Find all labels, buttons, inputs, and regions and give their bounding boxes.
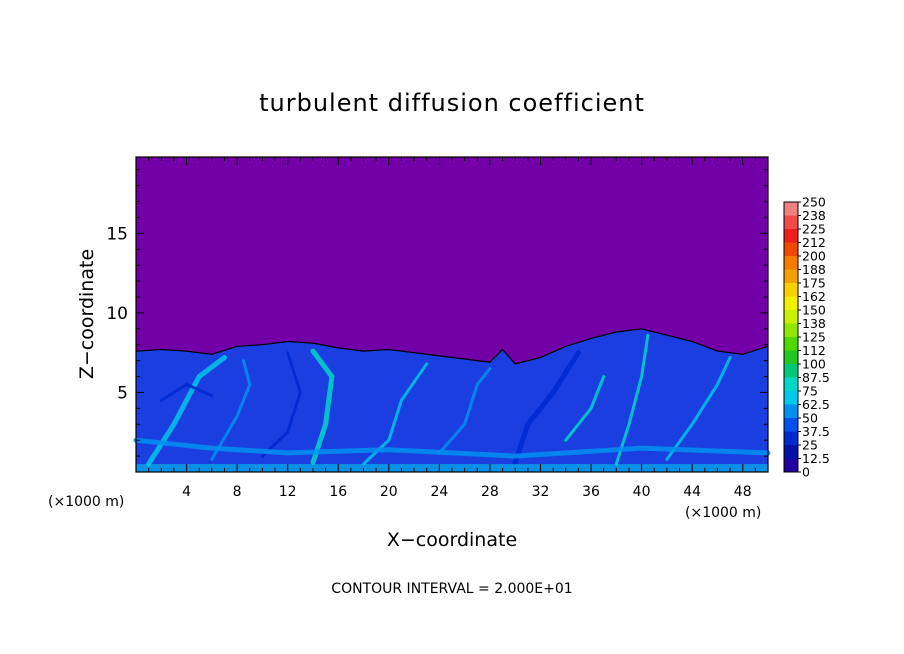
field-streak: [665, 356, 732, 461]
plot-area: [133, 156, 771, 473]
contour-interval-note: CONTOUR INTERVAL = 2.000E+01: [331, 581, 572, 597]
colorbar-label: 200: [802, 249, 826, 264]
x-tick-label: 28: [481, 484, 499, 500]
x-tick-label: 8: [233, 484, 242, 500]
colorbar-label: 12.5: [802, 451, 830, 466]
y-tick-label: 5: [117, 383, 128, 403]
colorbar-swatch: [784, 283, 798, 297]
x-tick-label: 4: [182, 484, 191, 500]
colorbar-label: 250: [802, 195, 826, 210]
colorbar-swatch: [784, 458, 798, 473]
colorbar-swatch: [784, 418, 798, 432]
colorbar-label: 0: [802, 465, 810, 480]
colorbar-label: 150: [802, 303, 826, 318]
colorbar-label: 25: [802, 438, 818, 453]
field-streak: [564, 375, 606, 442]
x-unit-left: (×1000 m): [48, 494, 124, 510]
x-tick-label: 16: [329, 484, 347, 500]
x-minor-ticks: [148, 157, 756, 472]
y-tick-label: 10: [106, 304, 128, 324]
field-streak: [614, 333, 650, 466]
colorbar-label: 37.5: [802, 424, 830, 439]
colorbar-label: 75: [802, 384, 818, 399]
field-streak: [260, 351, 302, 458]
y-minor-ticks: [136, 169, 768, 457]
colorbar-swatch: [784, 391, 798, 405]
colorbar-label: 87.5: [802, 370, 830, 385]
x-tick-label: 48: [734, 484, 752, 500]
colorbar: 2502382252122001881751621501381251121008…: [783, 195, 830, 480]
x-tick-label: 32: [532, 484, 550, 500]
colorbar-label: 175: [802, 276, 826, 291]
colorbar-label: 125: [802, 330, 826, 345]
colorbar-swatch: [784, 229, 798, 243]
y-axis-label: Z−coordinate: [76, 249, 98, 379]
colorbar-swatch: [784, 215, 798, 230]
colorbar-label: 138: [802, 316, 826, 331]
field-streak: [133, 437, 771, 459]
colorbar-label: 100: [802, 357, 826, 372]
colorbar-swatch: [784, 310, 798, 324]
colorbar-label: 112: [802, 343, 826, 358]
field-streak: [210, 359, 252, 461]
colorbar-swatch: [784, 296, 798, 311]
colorbar-label: 50: [802, 411, 818, 426]
x-tick-label: 24: [430, 484, 448, 500]
y-tick-label: 15: [106, 224, 128, 244]
x-axis-label: X−coordinate: [387, 529, 517, 551]
colorbar-swatch: [784, 404, 798, 419]
colorbar-label: 62.5: [802, 397, 830, 412]
turbulent-field: [136, 328, 768, 472]
colorbar-swatch: [784, 337, 798, 351]
colorbar-swatch: [784, 323, 798, 338]
colorbar-label: 188: [802, 262, 826, 277]
chart-title: turbulent diffusion coefficient: [259, 89, 645, 117]
colorbar-swatch: [784, 242, 798, 257]
field-streak: [437, 367, 492, 455]
field-streak: [512, 350, 581, 465]
colorbar-swatch: [784, 202, 798, 216]
x-tick-label: 20: [380, 484, 398, 500]
x-tick-label: 44: [683, 484, 701, 500]
colorbar-swatch: [784, 431, 798, 446]
x-tick-label: 12: [279, 484, 297, 500]
colorbar-swatch: [784, 269, 798, 284]
colorbar-swatch: [784, 445, 798, 459]
colorbar-label: 162: [802, 289, 826, 304]
colorbar-swatch: [784, 350, 798, 365]
colorbar-label: 212: [802, 235, 826, 250]
contour-line: [135, 328, 769, 365]
field-streak: [310, 348, 335, 465]
colorbar-label: 225: [802, 222, 826, 237]
colorbar-swatch: [784, 377, 798, 392]
x-tick-label: 36: [582, 484, 600, 500]
x-tick-label: 40: [633, 484, 651, 500]
x-axis: 4 8 12 16 20 24 28 32 36 40 44 48: [182, 157, 752, 500]
colorbar-swatch: [784, 256, 798, 270]
field-streak: [159, 382, 214, 402]
colorbar-label: 238: [802, 208, 826, 223]
x-unit-right: (×1000 m): [685, 505, 761, 521]
y-axis: 5 10 15: [106, 224, 768, 403]
colorbar-swatch: [784, 364, 798, 378]
